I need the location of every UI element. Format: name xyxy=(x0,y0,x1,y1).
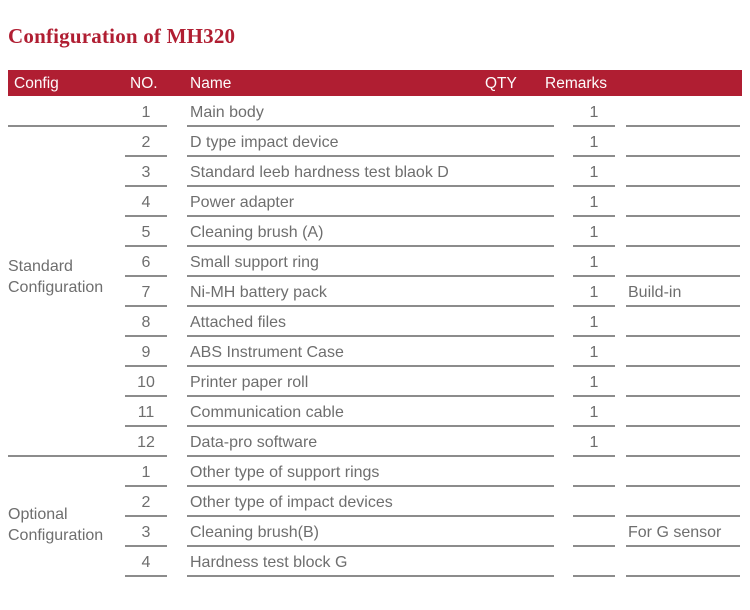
row-no: 1 xyxy=(125,457,167,487)
row-remarks xyxy=(626,337,740,367)
table-row: 4 Hardness test block G xyxy=(0,547,750,577)
row-remarks xyxy=(626,457,740,487)
row-name: Cleaning brush(B) xyxy=(187,517,554,547)
row-qty: 1 xyxy=(573,397,615,427)
config-label-line: Standard xyxy=(8,258,73,275)
table-row: 2 Other type of impact devices xyxy=(0,487,750,517)
table-row: 8 Attached files 1 xyxy=(0,307,750,337)
row-qty xyxy=(573,457,615,487)
row-no: 10 xyxy=(125,367,167,397)
config-label-line: Configuration xyxy=(8,527,104,544)
table-row: 5 Cleaning brush (A) 1 xyxy=(0,217,750,247)
header-name: Name xyxy=(190,75,232,92)
config-cell-label: Standard Configuration xyxy=(8,256,128,298)
row-no: 11 xyxy=(125,397,167,427)
row-no: 9 xyxy=(125,337,167,367)
row-qty: 1 xyxy=(573,367,615,397)
row-no: 1 xyxy=(125,97,167,127)
row-name: Power adapter xyxy=(187,187,554,217)
table-row: 1 Other type of support rings xyxy=(0,457,750,487)
row-name: Other type of support rings xyxy=(187,457,554,487)
table-row: 1 Main body 1 xyxy=(0,97,750,127)
row-qty: 1 xyxy=(573,97,615,127)
row-no: 8 xyxy=(125,307,167,337)
row-name: Cleaning brush (A) xyxy=(187,217,554,247)
row-no: 4 xyxy=(125,187,167,217)
row-no: 2 xyxy=(125,127,167,157)
table-row: 12 Data-pro software 1 xyxy=(0,427,750,457)
row-qty: 1 xyxy=(573,127,615,157)
row-remarks xyxy=(626,157,740,187)
row-name: Main body xyxy=(187,97,554,127)
row-name: Standard leeb hardness test blaok D xyxy=(187,157,554,187)
row-remarks: Build-in xyxy=(626,277,740,307)
row-qty: 1 xyxy=(573,217,615,247)
row-qty xyxy=(573,487,615,517)
row-qty: 1 xyxy=(573,157,615,187)
table-row: 9 ABS Instrument Case 1 xyxy=(0,337,750,367)
row-remarks xyxy=(626,427,740,457)
row-qty: 1 xyxy=(573,277,615,307)
header-no: NO. xyxy=(130,75,158,92)
row-remarks xyxy=(626,217,740,247)
header-config: Config xyxy=(14,75,59,92)
row-name: D type impact device xyxy=(187,127,554,157)
row-remarks xyxy=(626,127,740,157)
row-no: 7 xyxy=(125,277,167,307)
row-qty: 1 xyxy=(573,427,615,457)
table-row: 11 Communication cable 1 xyxy=(0,397,750,427)
row-no: 12 xyxy=(125,427,167,457)
row-remarks xyxy=(626,367,740,397)
table-row: 7 Ni-MH battery pack 1 Build-in xyxy=(0,277,750,307)
config-cell-label: Optional Configuration xyxy=(8,504,128,546)
page-title: Configuration of MH320 xyxy=(8,24,236,48)
row-no: 3 xyxy=(125,157,167,187)
config-label-line: Configuration xyxy=(8,279,104,296)
table-body: Standard Configuration 1 Main body 1 2 D type … xyxy=(0,97,750,577)
row-remarks: For G sensor xyxy=(626,517,740,547)
row-name: Hardness test block G xyxy=(187,547,554,577)
row-name: Data-pro software xyxy=(187,427,554,457)
row-remarks xyxy=(626,397,740,427)
row-no: 5 xyxy=(125,217,167,247)
table-row: 3 Standard leeb hardness test blaok D 1 xyxy=(0,157,750,187)
row-no: 2 xyxy=(125,487,167,517)
table-row: 3 Cleaning brush(B) For G sensor xyxy=(0,517,750,547)
header-remarks: Remarks xyxy=(545,75,608,92)
row-qty: 1 xyxy=(573,187,615,217)
row-qty xyxy=(573,547,615,577)
table-header-bar: Config NO. Name QTY Remarks xyxy=(8,70,742,96)
row-qty: 1 xyxy=(573,247,615,277)
config-column-rule-bottom xyxy=(8,455,167,457)
row-remarks xyxy=(626,547,740,577)
table-row: 4 Power adapter 1 xyxy=(0,187,750,217)
config-section: Optional Configuration 1 Other type of supp… xyxy=(0,457,750,577)
row-no: 4 xyxy=(125,547,167,577)
table-row: 6 Small support ring 1 xyxy=(0,247,750,277)
row-name: Printer paper roll xyxy=(187,367,554,397)
row-qty: 1 xyxy=(573,337,615,367)
row-qty: 1 xyxy=(573,307,615,337)
row-remarks xyxy=(626,97,740,127)
row-no: 6 xyxy=(125,247,167,277)
row-qty xyxy=(573,517,615,547)
row-name: Ni-MH battery pack xyxy=(187,277,554,307)
row-remarks xyxy=(626,187,740,217)
row-name: Small support ring xyxy=(187,247,554,277)
row-remarks xyxy=(626,307,740,337)
row-remarks xyxy=(626,247,740,277)
row-name: Other type of impact devices xyxy=(187,487,554,517)
header-qty: QTY xyxy=(485,75,517,92)
row-name: Attached files xyxy=(187,307,554,337)
config-column-rule-top xyxy=(8,125,167,127)
row-name: ABS Instrument Case xyxy=(187,337,554,367)
row-no: 3 xyxy=(125,517,167,547)
config-section: Standard Configuration 1 Main body 1 2 D type … xyxy=(0,97,750,457)
row-remarks xyxy=(626,487,740,517)
table-row: 2 D type impact device 1 xyxy=(0,127,750,157)
row-name: Communication cable xyxy=(187,397,554,427)
table-row: 10 Printer paper roll 1 xyxy=(0,367,750,397)
config-label-line: Optional xyxy=(8,506,68,523)
